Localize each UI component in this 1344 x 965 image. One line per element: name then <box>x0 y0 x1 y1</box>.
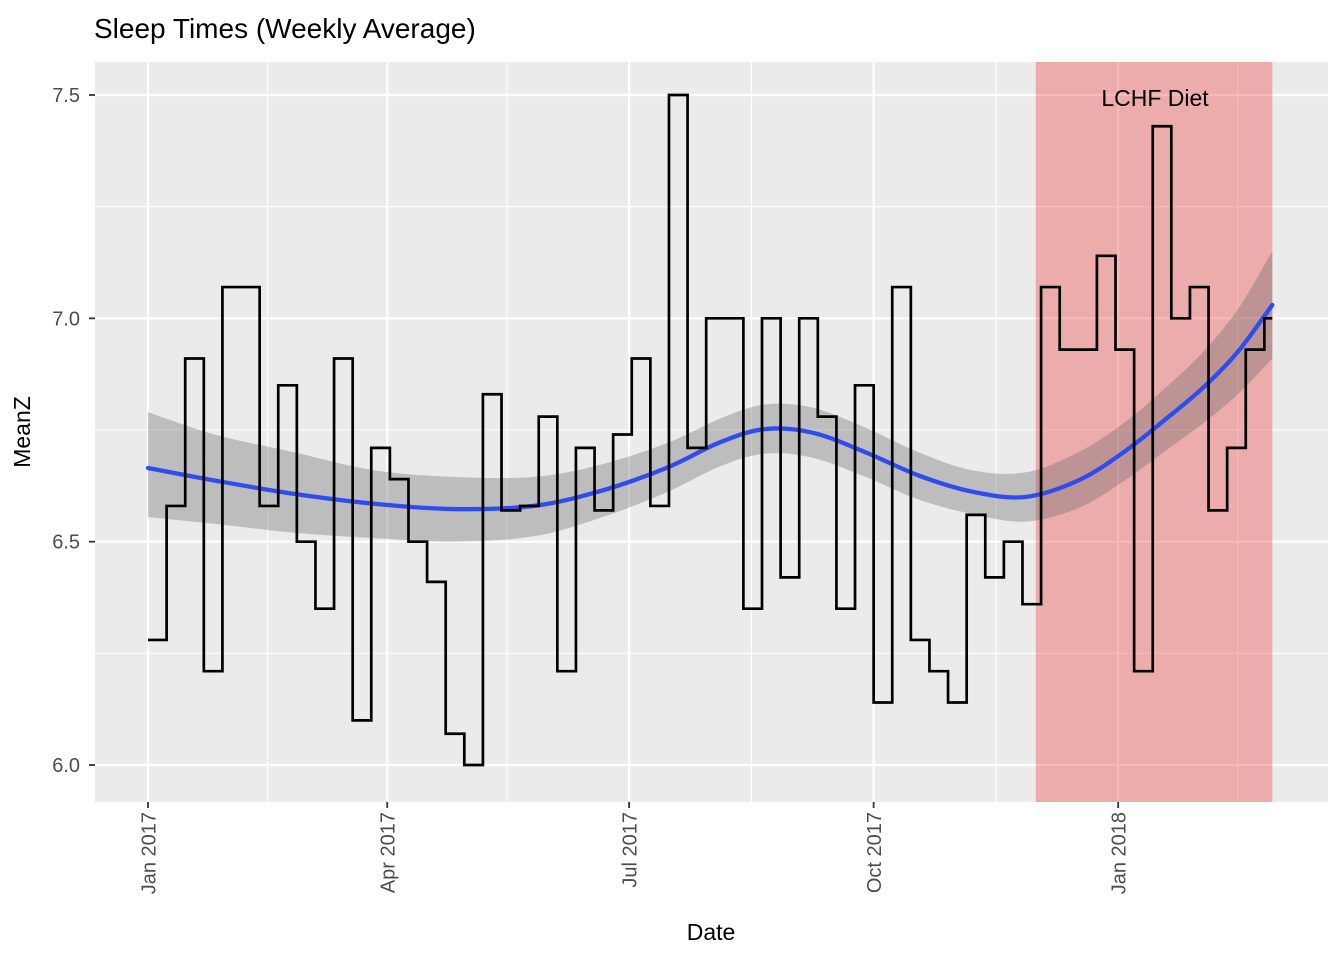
y-tick-label-6-5: 6.5 <box>52 532 80 554</box>
x-tick-label-oct-2017: Oct 2017 <box>864 812 886 893</box>
x-tick-label-jan-2017: Jan 2017 <box>139 812 161 894</box>
y-tick-label-6-0: 6.0 <box>52 755 80 777</box>
x-tick-label-jan-2018: Jan 2018 <box>1109 812 1131 894</box>
y-tick-label-7-5: 7.5 <box>52 85 80 107</box>
x-tick-label-jul-2017: Jul 2017 <box>620 812 642 888</box>
plot-layers <box>89 62 1328 808</box>
chart-title: Sleep Times (Weekly Average) <box>94 13 476 44</box>
x-axis-title: Date <box>687 919 736 945</box>
x-tick-label-apr-2017: Apr 2017 <box>378 812 400 893</box>
annotation-label-lchf-diet: LCHF Diet <box>1101 85 1209 111</box>
y-tick-label-7-0: 7.0 <box>52 308 80 330</box>
y-axis-title: MeanZ <box>9 396 35 468</box>
